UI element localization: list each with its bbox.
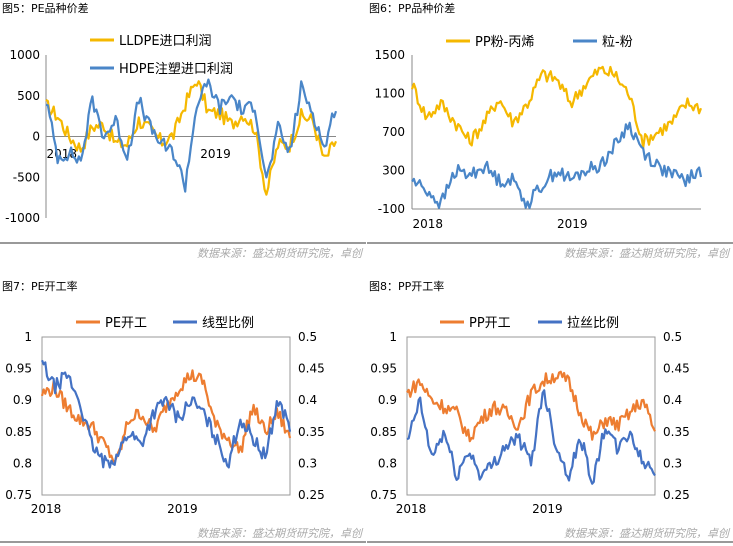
x-tick-label: 2018: [31, 502, 62, 516]
source-note: 数据来源：盛达期货研究院，卓创: [564, 247, 731, 260]
y2-tick-label: 0.3: [298, 456, 317, 470]
y-tick-label: -100: [378, 202, 405, 216]
plot-frame: [41, 336, 291, 496]
y-tick-label: 0.75: [5, 488, 32, 502]
y-tick-label: 300: [382, 164, 405, 178]
legend-label: 线型比例: [202, 316, 254, 331]
x-tick-label: 2019: [200, 147, 231, 161]
y-tick-label: 0.85: [5, 425, 32, 439]
y-tick-label: 0.95: [5, 362, 32, 376]
y2-tick-label: 0.4: [298, 393, 317, 407]
legend-label: 拉丝比例: [567, 316, 619, 331]
legend-label: PE开工: [105, 316, 147, 331]
y-tick-label: 0.75: [370, 488, 397, 502]
series-line: [40, 369, 292, 464]
series-line: [406, 389, 656, 485]
y-tick-label: 0.8: [13, 456, 32, 470]
legend-label: 粒-粉: [602, 35, 633, 50]
y-tick-label: 1: [389, 330, 397, 344]
y-tick-label: 0: [32, 130, 40, 144]
legend-label: LLDPE进口利润: [119, 34, 212, 49]
y2-tick-label: 0.35: [298, 425, 325, 439]
x-tick-label: 2018: [413, 217, 444, 231]
x-tick-label: 2019: [557, 217, 588, 231]
y2-tick-label: 0.45: [298, 362, 325, 376]
panel-caption: 图6：PP品种价差: [369, 1, 455, 15]
y-tick-label: 1500: [374, 48, 405, 62]
y-tick-label: 1000: [9, 48, 40, 62]
legend-label: PP开工: [469, 316, 511, 331]
y-tick-label: 0.9: [378, 393, 397, 407]
legend-label: PP粉-丙烯: [475, 35, 534, 50]
y-tick-label: 0.8: [378, 456, 397, 470]
plot-frame: [406, 336, 656, 496]
y2-tick-label: 0.45: [663, 362, 690, 376]
x-tick-label: 2019: [167, 502, 198, 516]
y-tick-label: 0.95: [370, 362, 397, 376]
panel-caption: 图5：PE品种价差: [2, 1, 89, 15]
source-note: 数据来源：盛达期货研究院，卓创: [564, 527, 731, 540]
source-note: 数据来源：盛达期货研究院，卓创: [197, 247, 364, 260]
x-tick-label: 2019: [532, 502, 563, 516]
y2-tick-label: 0.35: [663, 425, 690, 439]
source-note: 数据来源：盛达期货研究院，卓创: [197, 527, 364, 540]
series-line: [40, 359, 292, 469]
y-tick-label: 500: [17, 89, 40, 103]
y-tick-label: 0.85: [370, 425, 397, 439]
panel-caption: 图8：PP开工率: [369, 279, 444, 293]
x-tick-label: 2018: [396, 502, 427, 516]
y2-tick-label: 0.5: [298, 330, 317, 344]
series-line: [45, 78, 338, 193]
y2-tick-label: 0.5: [663, 330, 682, 344]
series-line: [406, 370, 656, 443]
y2-tick-label: 0.4: [663, 393, 682, 407]
series-line: [411, 121, 703, 210]
y-tick-label: -500: [13, 170, 40, 184]
panel-caption: 图7：PE开工率: [2, 279, 78, 293]
y-tick-label: 1: [24, 330, 32, 344]
y-tick-label: 700: [382, 125, 405, 139]
y2-tick-label: 0.25: [298, 488, 325, 502]
y-tick-label: 1100: [374, 87, 405, 101]
y2-tick-label: 0.3: [663, 456, 682, 470]
legend-label: HDPE注塑进口利润: [119, 62, 233, 77]
y-tick-label: 0.9: [13, 393, 32, 407]
y2-tick-label: 0.25: [663, 488, 690, 502]
y-tick-label: -1000: [5, 211, 40, 225]
series-line: [410, 65, 703, 149]
